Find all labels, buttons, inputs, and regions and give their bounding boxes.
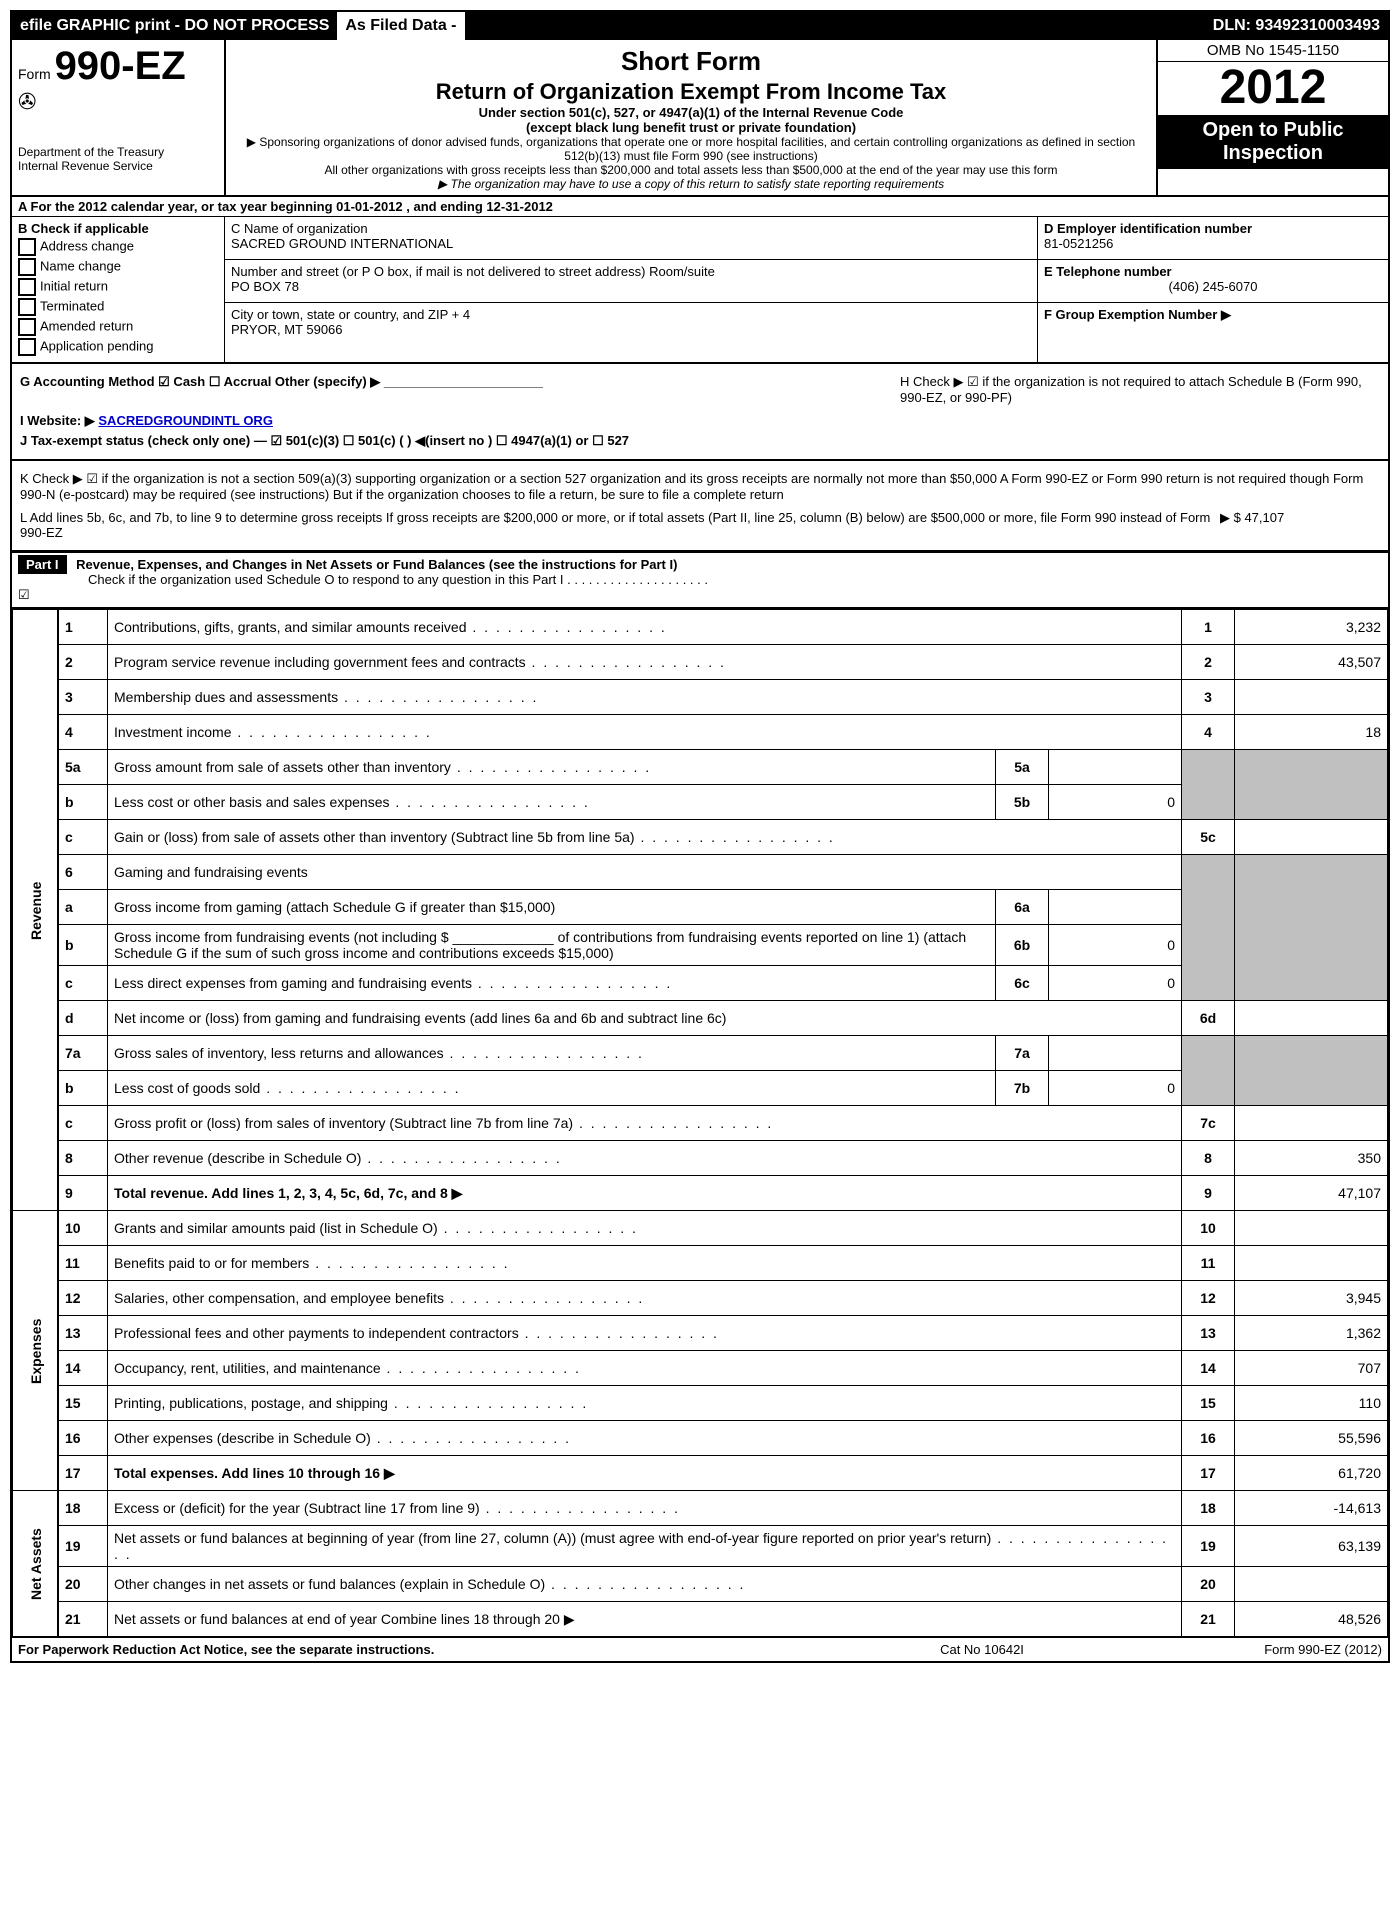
checkbox-name-change[interactable] (18, 258, 36, 276)
ein-value: 81-0521256 (1044, 236, 1382, 251)
lines-table: Revenue 1 Contributions, gifts, grants, … (12, 609, 1388, 1637)
box-b-title: B Check if applicable (18, 221, 218, 236)
org-name: SACRED GROUND INTERNATIONAL (231, 236, 1031, 251)
open-public-1: Open to Public (1158, 119, 1388, 142)
footer-formref: Form 990-EZ (2012) (1132, 1642, 1382, 1657)
form-footer: For Paperwork Reduction Act Notice, see … (12, 1637, 1388, 1661)
phone-value: (406) 245-6070 (1044, 279, 1382, 294)
form-number: 990-EZ (55, 44, 186, 88)
line-j: J Tax-exempt status (check only one) — ☑… (20, 433, 1380, 449)
section-identity: B Check if applicable Address change Nam… (12, 217, 1388, 364)
line-l-value: ▶ $ 47,107 (1220, 510, 1380, 540)
efile-label: efile GRAPHIC print - DO NOT PROCESS (12, 17, 337, 35)
line-k: K Check ▶ ☑ if the organization is not a… (20, 471, 1380, 502)
treasury-2: Internal Revenue Service (18, 159, 218, 173)
part-1-tag: Part I (18, 555, 67, 574)
form-990ez: efile GRAPHIC print - DO NOT PROCESS As … (10, 10, 1390, 1663)
label-city: City or town, state or country, and ZIP … (231, 307, 1031, 322)
org-street: PO BOX 78 (231, 279, 1031, 294)
box-def: D Employer identification number 81-0521… (1037, 217, 1388, 362)
open-public-2: Inspection (1158, 142, 1388, 165)
box-b: B Check if applicable Address change Nam… (12, 217, 225, 362)
label-ein: D Employer identification number (1044, 221, 1382, 236)
subtitle-2: (except black lung benefit trust or priv… (232, 120, 1150, 135)
section-revenue-label: Revenue (13, 610, 59, 1211)
line-g: G Accounting Method ☑ Cash ☐ Accrual Oth… (20, 374, 880, 405)
line-i-label: I Website: ▶ (20, 413, 98, 428)
checkbox-amended-return[interactable] (18, 318, 36, 336)
row-a-calendar-year: A For the 2012 calendar year, or tax yea… (12, 197, 1388, 217)
subtitle-1: Under section 501(c), 527, or 4947(a)(1)… (232, 105, 1150, 120)
website-link[interactable]: SACREDGROUNDINTL ORG (98, 413, 273, 428)
line-h: H Check ▶ ☑ if the organization is not r… (880, 374, 1380, 405)
title-short-form: Short Form (232, 46, 1150, 77)
checkbox-address-change[interactable] (18, 238, 36, 256)
org-city: PRYOR, MT 59066 (231, 322, 1031, 337)
part-1-title: Revenue, Expenses, and Changes in Net As… (76, 557, 677, 572)
header-right: OMB No 1545-1150 2012 Open to Public Ins… (1156, 40, 1388, 195)
label-group-exemption: F Group Exemption Number ▶ (1044, 307, 1231, 322)
note-2: All other organizations with gross recei… (232, 163, 1150, 177)
section-expenses-label: Expenses (13, 1211, 59, 1491)
checkbox-application-pending[interactable] (18, 338, 36, 356)
checkbox-initial-return[interactable] (18, 278, 36, 296)
omb-number: OMB No 1545-1150 (1158, 40, 1388, 62)
lines-ghij: G Accounting Method ☑ Cash ☐ Accrual Oth… (12, 364, 1388, 460)
note-1: ▶ Sponsoring organizations of donor advi… (232, 135, 1150, 163)
label-phone: E Telephone number (1044, 264, 1382, 279)
treasury-1: Department of the Treasury (18, 145, 218, 159)
section-netassets-label: Net Assets (13, 1491, 59, 1637)
line-l: L Add lines 5b, 6c, and 7b, to line 9 to… (20, 510, 1220, 540)
efile-topbar: efile GRAPHIC print - DO NOT PROCESS As … (12, 12, 1388, 40)
header-left: Form 990-EZ ✇ Department of the Treasury… (12, 40, 226, 195)
label-org-name: C Name of organization (231, 221, 1031, 236)
footer-paperwork: For Paperwork Reduction Act Notice, see … (18, 1642, 832, 1657)
checkbox-terminated[interactable] (18, 298, 36, 316)
dln-label: DLN: 93492310003493 (1205, 17, 1388, 35)
label-street: Number and street (or P O box, if mail i… (231, 264, 1031, 279)
title-return: Return of Organization Exempt From Incom… (232, 79, 1150, 105)
footer-catno: Cat No 10642I (832, 1642, 1132, 1657)
lines-kl: K Check ▶ ☑ if the organization is not a… (12, 460, 1388, 551)
header-mid: Short Form Return of Organization Exempt… (226, 40, 1156, 195)
box-c: C Name of organization SACRED GROUND INT… (225, 217, 1037, 362)
part-1-header: Part I Revenue, Expenses, and Changes in… (12, 551, 1388, 609)
asfiled-label: As Filed Data - (337, 12, 466, 40)
part-1-check: Check if the organization used Schedule … (18, 572, 708, 602)
form-header: Form 990-EZ ✇ Department of the Treasury… (12, 40, 1388, 197)
note-3: ▶ The organization may have to use a cop… (232, 177, 1150, 191)
tax-year: 2012 (1158, 62, 1388, 115)
form-prefix: Form (18, 66, 51, 82)
